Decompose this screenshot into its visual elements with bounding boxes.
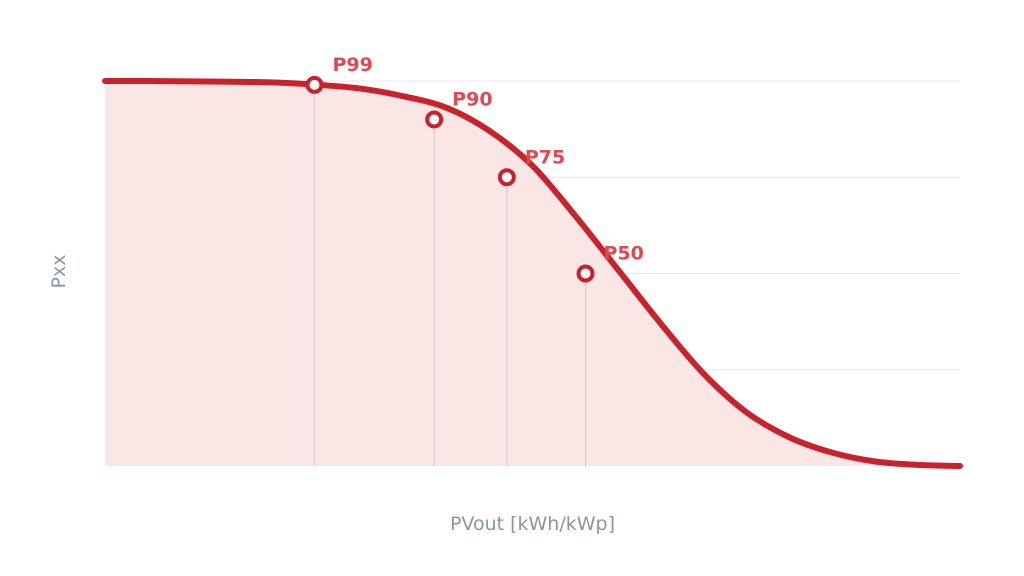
label-p50: P50 <box>604 243 644 265</box>
marker-p50 <box>576 264 595 283</box>
x-axis-title: PVout [kWh/kWp] <box>450 513 615 535</box>
drop-lines <box>313 84 587 466</box>
point-labels: P99 P90 P75 P50 <box>332 54 643 265</box>
area-fill <box>105 80 960 466</box>
point-markers <box>305 75 595 283</box>
y-axis-title: Pxx <box>48 255 70 289</box>
marker-p90 <box>425 110 444 129</box>
label-p90: P90 <box>452 89 492 111</box>
marker-p75 <box>497 168 516 187</box>
label-p75: P75 <box>525 146 565 168</box>
marker-p99 <box>305 75 324 94</box>
label-p99: P99 <box>332 54 372 76</box>
exceedance-curve-line <box>102 77 963 469</box>
